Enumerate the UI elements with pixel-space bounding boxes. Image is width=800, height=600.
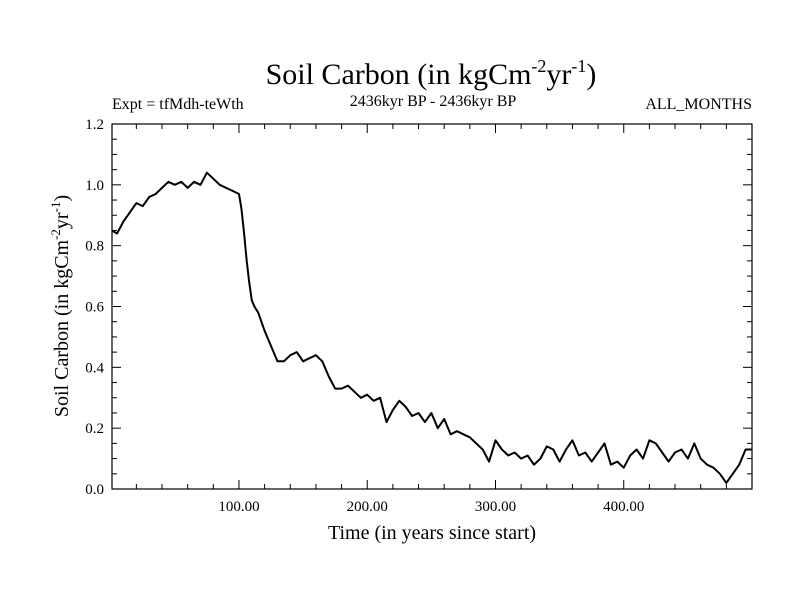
y-tick-label: 0.2 [85, 421, 104, 437]
x-tick-label: 400.00 [603, 499, 644, 515]
y-tick-label: 0.0 [85, 482, 104, 498]
x-tick-label: 300.00 [475, 499, 516, 515]
soil-carbon-series-line [111, 171, 752, 484]
axis-ticks [112, 123, 752, 490]
y-tick-label: 0.6 [85, 300, 104, 316]
plot-frame [111, 123, 753, 490]
y-tick-label: 0.4 [85, 360, 104, 376]
x-tick-label: 100.00 [218, 499, 259, 515]
y-tick-label: 1.0 [85, 178, 104, 194]
x-tick-label: 200.00 [347, 499, 388, 515]
y-tick-label: 1.2 [85, 117, 104, 133]
y-tick-label: 0.8 [85, 239, 104, 255]
chart-title: Soil Carbon (in kgCm-2yr-1) [266, 56, 597, 91]
y-axis-title: Soil Carbon (in kgCm-2yr-1) [48, 195, 73, 417]
x-axis-title: Time (in years since start) [328, 522, 536, 544]
months-label: ALL_MONTHS [645, 96, 752, 113]
experiment-label: Expt = tfMdh-teWth [112, 96, 244, 113]
period-label: 2436kyr BP - 2436kyr BP [350, 93, 517, 110]
axis-tick-labels: 0.0 0.2 0.4 0.6 0.8 1.0 1.2 100.00 200.00 300.00 4… [85, 117, 644, 515]
